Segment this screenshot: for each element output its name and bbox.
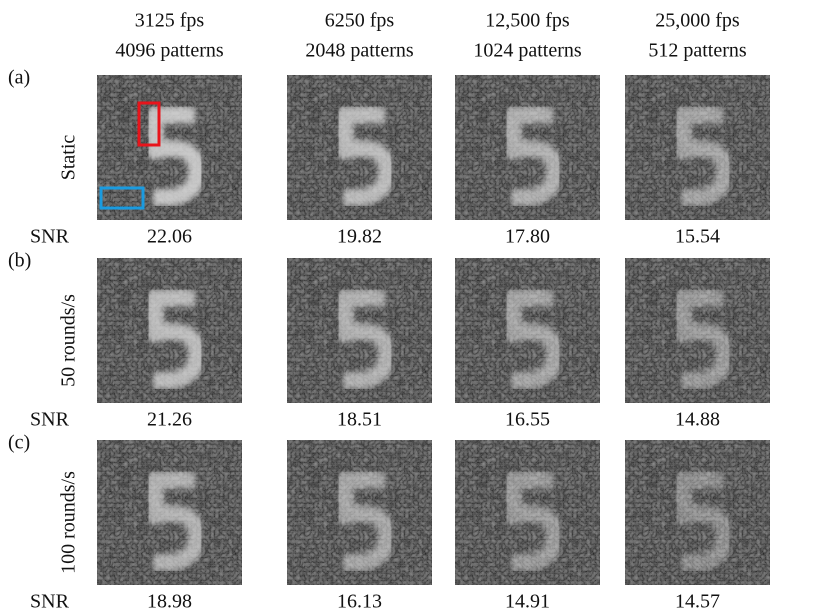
snr-label: SNR [30,226,70,248]
snr-value: 17.80 [505,226,550,248]
snr-value: 16.13 [337,591,382,610]
column-rate: 25,000 fps [655,10,740,32]
snr-value: 14.88 [675,409,720,431]
reconstruction-image [287,440,432,585]
snr-value: 22.06 [147,226,192,248]
snr-value: 14.57 [675,591,720,610]
row-condition: 50 rounds/s [58,294,80,387]
column-patterns: 1024 patterns [473,40,582,62]
column-rate: 6250 fps [325,10,395,32]
reconstruction-image [455,258,600,403]
reconstruction-image [97,440,242,585]
snr-value: 14.91 [505,591,550,610]
reconstruction-image [287,258,432,403]
reconstruction-image [455,75,600,220]
row-condition: Static [58,135,80,181]
column-rate: 12,500 fps [485,10,570,32]
reconstruction-image [625,75,770,220]
reconstruction-image [625,440,770,585]
snr-value: 21.26 [147,409,192,431]
reconstruction-image [287,75,432,220]
snr-label: SNR [30,591,70,610]
column-patterns: 2048 patterns [305,40,414,62]
column-rate: 3125 fps [135,10,205,32]
snr-value: 18.98 [147,591,192,610]
reconstruction-image [455,440,600,585]
row-label: (b) [8,250,31,272]
snr-value: 16.55 [505,409,550,431]
snr-label: SNR [30,409,70,431]
column-patterns: 512 patterns [648,40,747,62]
row-label: (c) [8,432,30,454]
reconstruction-image [97,75,242,220]
reconstruction-image [97,258,242,403]
row-condition: 100 rounds/s [58,471,80,574]
reconstruction-image [625,258,770,403]
column-patterns: 4096 patterns [115,40,224,62]
snr-value: 19.82 [337,226,382,248]
row-label: (a) [8,67,30,89]
page: {"columns": [ {"rate": "3125 fps", "patt… [0,0,813,610]
figure: 3125 fps 4096 patterns 6250 fps 2048 patter… [0,0,813,610]
snr-value: 15.54 [675,226,720,248]
snr-value: 18.51 [337,409,382,431]
